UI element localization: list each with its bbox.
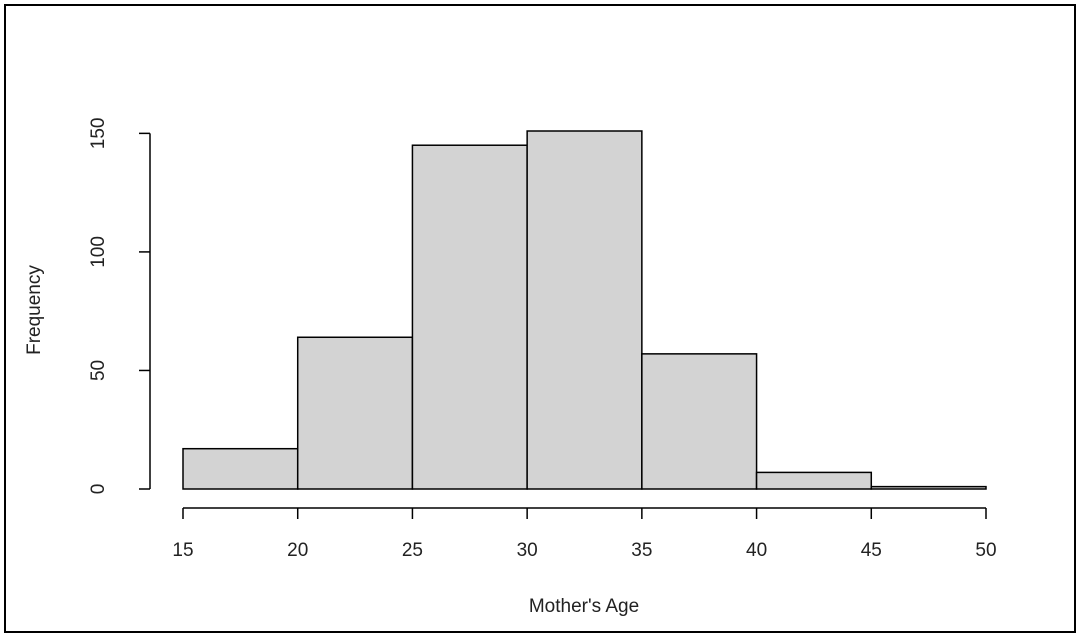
histogram-bar-35-40 xyxy=(641,353,758,490)
y-tick-label-150: 150 xyxy=(88,118,109,150)
histogram-bar-15-20 xyxy=(182,447,299,490)
histogram-bar-30-35 xyxy=(526,130,643,490)
histogram-bar-20-25 xyxy=(296,336,414,490)
x-axis: 15 20 25 30 35 40 45 50 xyxy=(172,507,997,561)
y-tick-label-0: 0 xyxy=(88,484,109,495)
x-tick-label-40: 40 xyxy=(746,540,767,561)
x-tick-label-25: 25 xyxy=(402,540,423,561)
x-tick-label-20: 20 xyxy=(287,540,308,561)
histogram-bar-25-30 xyxy=(411,144,528,490)
histogram-bar-40-45 xyxy=(755,471,873,490)
x-tick-label-30: 30 xyxy=(517,540,538,561)
x-tick-label-35: 35 xyxy=(631,540,652,561)
y-tick-label-50: 50 xyxy=(88,360,109,381)
x-tick-label-15: 15 xyxy=(172,540,193,561)
y-axis-title: Frequency xyxy=(24,265,45,355)
bars-group xyxy=(182,130,987,490)
histogram-bar-45-50 xyxy=(870,485,987,490)
x-axis-title: Mother's Age xyxy=(529,596,639,617)
y-axis: 0 50 100 150 xyxy=(88,118,151,495)
y-tick-label-100: 100 xyxy=(88,236,109,268)
x-tick-label-45: 45 xyxy=(861,540,882,561)
x-tick-label-50: 50 xyxy=(975,540,996,561)
